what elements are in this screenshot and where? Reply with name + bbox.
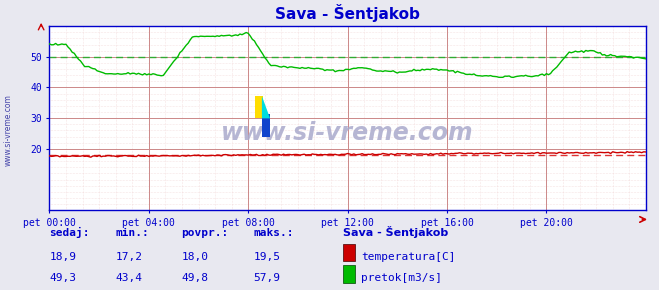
Text: 49,8: 49,8 <box>181 273 208 283</box>
Text: www.si-vreme.com: www.si-vreme.com <box>3 95 13 166</box>
Text: 17,2: 17,2 <box>115 251 142 262</box>
Text: temperatura[C]: temperatura[C] <box>361 251 455 262</box>
Text: Sava - Šentjakob: Sava - Šentjakob <box>343 226 448 238</box>
Bar <box>255 96 264 118</box>
Text: maks.:: maks.: <box>254 228 294 238</box>
Text: sedaj:: sedaj: <box>49 227 90 238</box>
Bar <box>262 114 270 137</box>
Text: pretok[m3/s]: pretok[m3/s] <box>361 273 442 283</box>
Text: 49,3: 49,3 <box>49 273 76 283</box>
Text: povpr.:: povpr.: <box>181 228 229 238</box>
Title: Sava - Šentjakob: Sava - Šentjakob <box>275 4 420 22</box>
Text: www.si-vreme.com: www.si-vreme.com <box>221 121 474 145</box>
Text: 43,4: 43,4 <box>115 273 142 283</box>
Text: 18,9: 18,9 <box>49 251 76 262</box>
Text: 57,9: 57,9 <box>254 273 281 283</box>
Text: 19,5: 19,5 <box>254 251 281 262</box>
Text: min.:: min.: <box>115 228 149 238</box>
Polygon shape <box>262 96 270 118</box>
Text: 18,0: 18,0 <box>181 251 208 262</box>
